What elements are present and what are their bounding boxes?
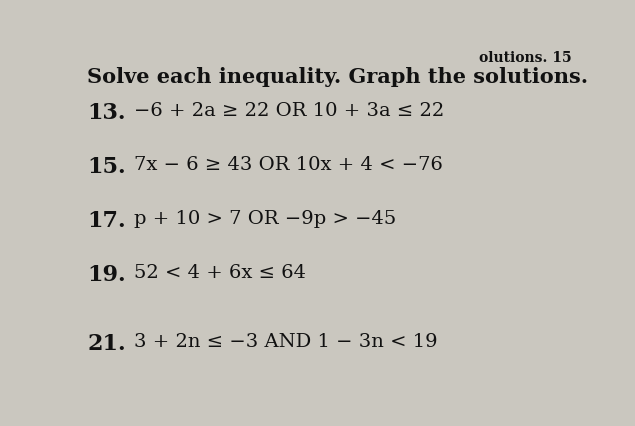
Text: 17.: 17. (87, 210, 126, 232)
Text: 19.: 19. (87, 264, 126, 286)
Text: olutions. 15: olutions. 15 (479, 51, 572, 65)
Text: 15.: 15. (87, 156, 126, 178)
Text: 21.: 21. (87, 333, 126, 355)
Text: Solve each inequality. Graph the solutions.: Solve each inequality. Graph the solutio… (87, 67, 588, 87)
Text: −6 + 2a ≥ 22 OR 10 + 3a ≤ 22: −6 + 2a ≥ 22 OR 10 + 3a ≤ 22 (133, 102, 444, 120)
Text: 13.: 13. (87, 102, 126, 124)
Text: 52 < 4 + 6x ≤ 64: 52 < 4 + 6x ≤ 64 (133, 264, 305, 282)
Text: 7x − 6 ≥ 43 OR 10x + 4 < −76: 7x − 6 ≥ 43 OR 10x + 4 < −76 (133, 156, 443, 174)
Text: 3 + 2n ≤ −3 AND 1 − 3n < 19: 3 + 2n ≤ −3 AND 1 − 3n < 19 (133, 333, 438, 351)
Text: p + 10 > 7 OR −9p > −45: p + 10 > 7 OR −9p > −45 (133, 210, 396, 228)
